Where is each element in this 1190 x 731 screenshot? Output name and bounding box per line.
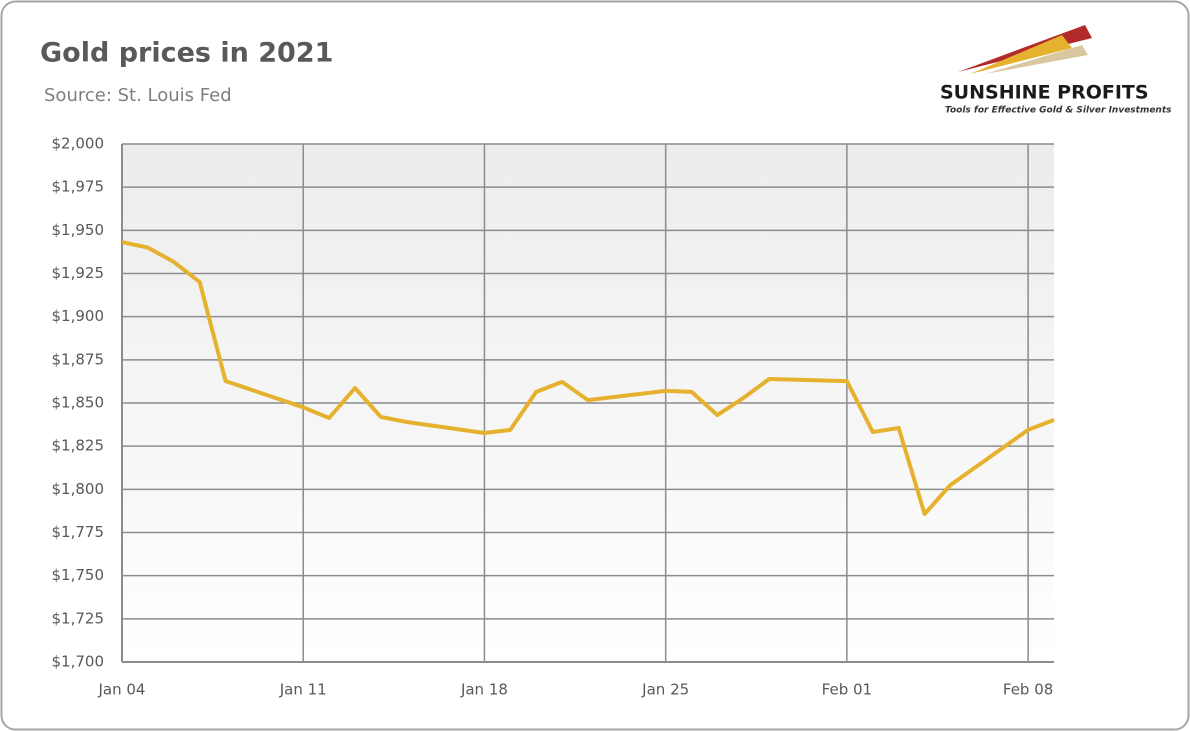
y-tick-label: $1,800 [52, 480, 105, 498]
chart-title: Gold prices in 2021 [40, 38, 333, 69]
y-tick-label: $1,950 [52, 221, 105, 239]
y-tick-label: $1,775 [52, 523, 105, 541]
x-tick-label: Jan 25 [641, 681, 689, 699]
x-tick-label: Jan 18 [460, 681, 508, 699]
y-tick-label: $1,850 [52, 394, 105, 412]
chart-subtitle: Source: St. Louis Fed [44, 85, 232, 106]
x-tick-label: Jan 11 [279, 681, 327, 699]
y-tick-label: $1,825 [52, 437, 105, 455]
y-tick-label: $1,750 [52, 566, 105, 584]
y-tick-label: $1,700 [52, 653, 105, 671]
y-tick-label: $1,975 [52, 178, 105, 196]
y-tick-label: $1,925 [52, 264, 105, 282]
y-tick-label: $1,875 [52, 350, 105, 368]
logo: SUNSHINE PROFITS Tools for Effective Gol… [940, 25, 1172, 116]
y-tick-label: $1,900 [52, 307, 105, 325]
x-tick-label: Feb 01 [822, 681, 872, 699]
logo-ray [985, 45, 1088, 74]
price-line [121, 240, 1055, 516]
logo-ray [970, 35, 1072, 74]
y-tick-label: $2,000 [52, 135, 105, 153]
x-tick-label: Jan 04 [98, 681, 146, 699]
logo-name: SUNSHINE PROFITS [940, 82, 1149, 104]
y-tick-label: $1,725 [52, 609, 105, 627]
x-tick-label: Feb 08 [1003, 681, 1053, 699]
logo-tagline: Tools for Effective Gold & Silver Invest… [945, 106, 1172, 116]
